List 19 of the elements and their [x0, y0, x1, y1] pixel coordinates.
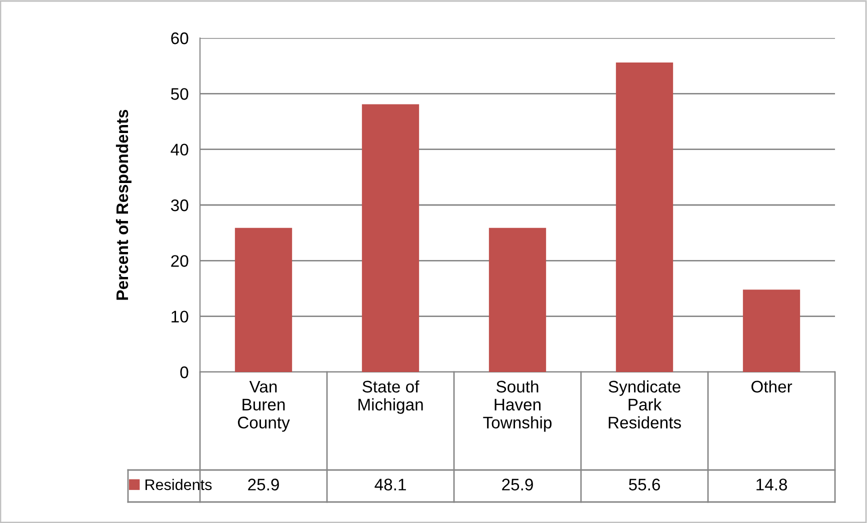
y-tick-label: 50	[171, 88, 188, 100]
legend-label: Residents	[146, 478, 212, 490]
data-label: 48.1	[374, 478, 406, 490]
x-tick-label: South Haven Township	[483, 380, 552, 432]
y-tick-label: 30	[170, 199, 188, 212]
y-tick-label: 0	[180, 366, 188, 378]
y-tick-label: 10	[172, 310, 188, 323]
data-label: 25.9	[248, 478, 279, 490]
x-tick-label: Van Buren County	[238, 380, 290, 432]
data-label: 25.9	[502, 478, 533, 490]
x-tick-label: Other	[751, 380, 792, 393]
y-tick-label: 60	[171, 32, 188, 44]
y-tick-label: 20	[171, 255, 188, 267]
data-label: 55.6	[628, 478, 660, 490]
y-tick-label: 40	[170, 144, 188, 156]
x-tick-label: State of Michigan	[358, 380, 423, 414]
y-axis-title: Percent of Respondents	[116, 110, 132, 300]
x-tick-label: Syndicate Park Residents	[608, 380, 681, 428]
data-label: 14.8	[756, 478, 787, 490]
